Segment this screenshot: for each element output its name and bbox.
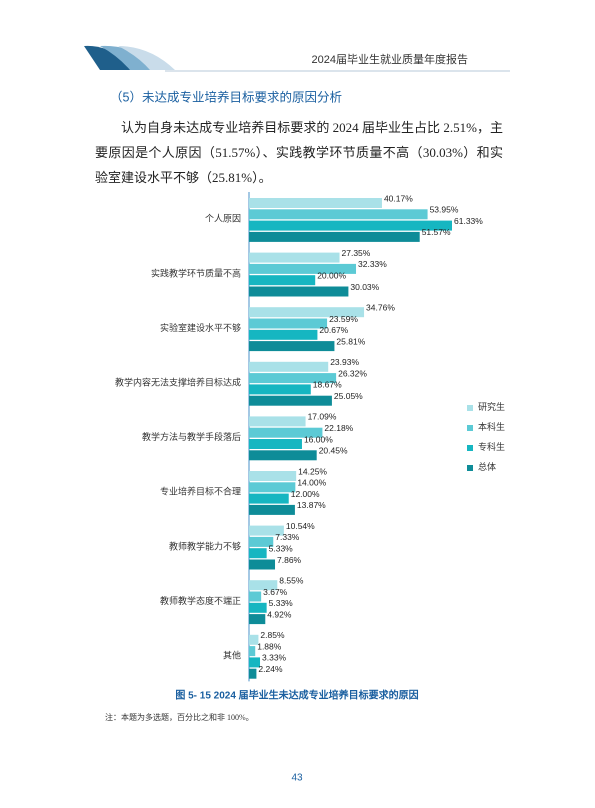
category-label: 个人原因 xyxy=(205,214,241,224)
header-decor xyxy=(118,46,175,70)
value-label: 16.00% xyxy=(304,434,333,444)
value-label: 30.03% xyxy=(350,282,379,292)
bar xyxy=(249,580,278,591)
value-label: 61.33% xyxy=(454,216,483,226)
value-label: 4.92% xyxy=(267,609,292,619)
page-number: 43 xyxy=(291,773,303,784)
value-label: 2.85% xyxy=(260,630,285,640)
bar xyxy=(249,634,259,645)
value-label: 7.86% xyxy=(277,555,302,565)
chart-caption: 图 5- 15 2024 届毕业生未达成专业培养目标要求的原因 xyxy=(175,689,418,702)
legend-swatch xyxy=(467,445,473,451)
legend-swatch xyxy=(467,425,473,431)
value-label: 20.45% xyxy=(319,446,348,456)
legend-label: 专科生 xyxy=(478,441,505,452)
chart-note: 注：本题为多选题，百分比之和非 100%。 xyxy=(105,712,254,722)
bar xyxy=(249,263,357,274)
value-label: 5.33% xyxy=(269,598,294,608)
category-label: 其他 xyxy=(223,649,241,660)
value-label: 14.25% xyxy=(298,466,327,476)
bar xyxy=(249,361,329,372)
bar xyxy=(249,525,284,536)
value-label: 7.33% xyxy=(275,532,300,542)
bar xyxy=(249,252,340,263)
bar xyxy=(249,318,328,329)
value-label: 25.05% xyxy=(334,391,363,401)
bar xyxy=(249,198,382,208)
bar xyxy=(249,668,257,679)
value-label: 32.33% xyxy=(358,259,387,269)
bar xyxy=(249,482,296,493)
bar xyxy=(249,450,317,461)
bar xyxy=(249,657,261,668)
category-label: 教学方法与教学手段落后 xyxy=(142,431,241,442)
chart: 个人原因 40.17% 53.95%61.33%51.57% 实践教学环节质量不高 27… xyxy=(115,192,505,682)
value-label: 12.00% xyxy=(291,489,320,499)
category-label: 教师教学能力不够 xyxy=(169,540,241,551)
bar xyxy=(249,373,337,384)
category-label: 实验室建设水平不够 xyxy=(160,322,241,333)
bar xyxy=(249,548,267,559)
bar xyxy=(249,307,365,318)
value-label: 23.93% xyxy=(330,357,359,367)
value-label: 13.87% xyxy=(297,500,326,510)
category-label: 实践教学环节质量不高 xyxy=(151,267,241,278)
value-label: 51.57% xyxy=(422,227,451,237)
bar xyxy=(249,559,276,570)
legend-swatch xyxy=(467,465,473,471)
value-label: 3.67% xyxy=(263,587,288,597)
bar xyxy=(249,614,266,625)
value-label: 5.33% xyxy=(269,543,294,553)
bar xyxy=(249,416,306,427)
bar xyxy=(249,341,335,352)
bar xyxy=(249,646,256,657)
value-label: 27.35% xyxy=(342,248,371,258)
bar xyxy=(249,591,262,602)
value-label: 10.54% xyxy=(286,521,315,531)
bar xyxy=(249,439,302,449)
bar xyxy=(249,395,332,406)
legend-label: 本科生 xyxy=(478,421,505,432)
bar xyxy=(249,286,349,297)
bar xyxy=(249,384,311,395)
value-label: 53.95% xyxy=(430,205,459,215)
value-label: 18.67% xyxy=(313,380,342,390)
section-heading: （5）未达成专业培养目标要求的原因分析 xyxy=(110,89,342,104)
value-label: 3.33% xyxy=(262,653,287,663)
value-label: 20.67% xyxy=(319,325,348,335)
bar xyxy=(249,275,316,286)
bar xyxy=(249,220,453,231)
value-label: 17.09% xyxy=(308,412,337,422)
category-label: 教学内容无法支撑培养目标达成 xyxy=(115,376,241,387)
header-title: 2024届毕业生就业质量年度报告 xyxy=(312,52,468,66)
value-label: 23.59% xyxy=(329,314,358,324)
bar xyxy=(249,493,289,504)
value-label: 22.18% xyxy=(324,423,353,433)
bar xyxy=(249,209,428,220)
bar xyxy=(249,231,420,242)
paragraph: 认为自身未达成专业培养目标要求的 2024 届毕业生占比 2.51%，主要原因是… xyxy=(95,120,503,185)
value-label: 8.55% xyxy=(279,575,304,585)
value-label: 14.00% xyxy=(297,478,326,488)
bar xyxy=(249,329,318,340)
legend-label: 研究生 xyxy=(478,401,505,412)
category-label: 专业培养目标不合理 xyxy=(160,486,241,497)
category-label: 教师教学态度不端正 xyxy=(160,595,241,606)
value-label: 1.88% xyxy=(257,641,282,651)
value-label: 40.17% xyxy=(384,193,413,203)
bar xyxy=(249,471,297,481)
value-label: 26.32% xyxy=(338,368,367,378)
legend-swatch xyxy=(467,405,473,411)
value-label: 20.00% xyxy=(317,270,346,280)
legend-label: 总体 xyxy=(478,461,496,472)
bar xyxy=(249,504,295,515)
value-label: 25.81% xyxy=(336,336,365,346)
bar xyxy=(249,427,323,438)
bar xyxy=(249,602,267,613)
value-label: 2.24% xyxy=(258,664,283,674)
value-label: 34.76% xyxy=(366,302,395,312)
bar xyxy=(249,536,274,547)
